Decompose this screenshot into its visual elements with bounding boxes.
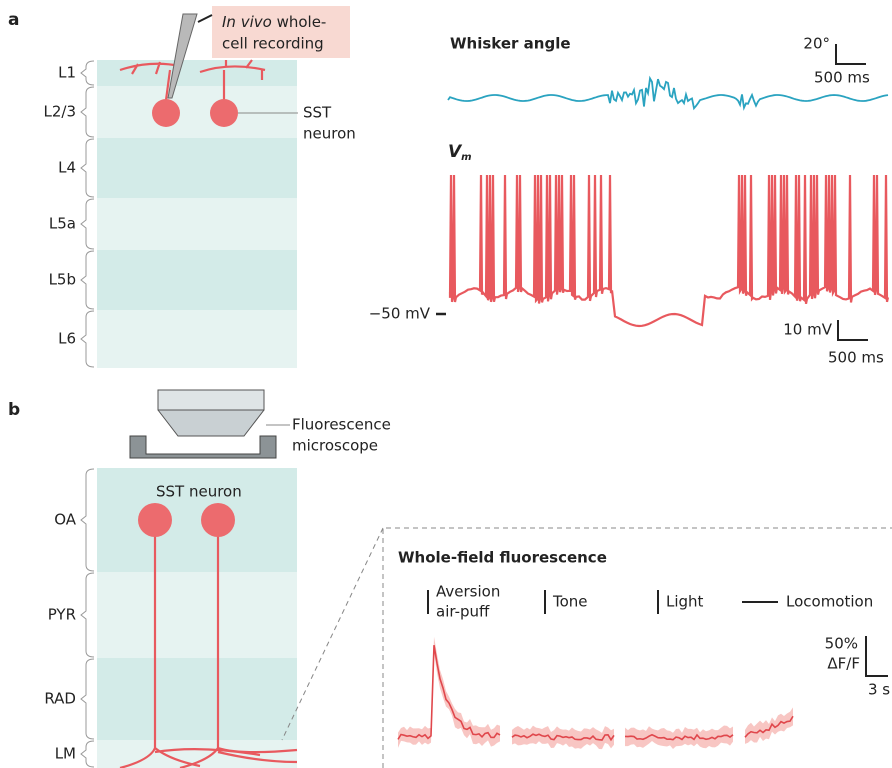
callout-arrow bbox=[198, 15, 212, 22]
layer-brace bbox=[81, 573, 94, 657]
event-legend: Aversion air-puff Tone Light Locomotion bbox=[428, 583, 873, 621]
layer-label: RAD bbox=[44, 690, 76, 708]
event-label: air-puff bbox=[436, 603, 490, 621]
page: {"panel_a": {"label": "a", "recording_la… bbox=[0, 0, 892, 768]
layer-band bbox=[97, 86, 297, 138]
event-label: Aversion bbox=[436, 583, 500, 601]
scale-y: 20° bbox=[803, 35, 830, 53]
mean-trace bbox=[398, 645, 500, 739]
objective-top bbox=[158, 390, 264, 410]
microscope-label: microscope bbox=[292, 437, 378, 455]
scale-y: ΔF/F bbox=[827, 655, 860, 673]
layer-band bbox=[97, 198, 297, 250]
trace-title: Whole-field fluorescence bbox=[398, 549, 607, 567]
panel-label: b bbox=[8, 400, 20, 420]
fluorescence-traces bbox=[398, 637, 793, 749]
scale-bar bbox=[866, 636, 888, 676]
layer-band bbox=[97, 138, 297, 198]
scale-x: 500 ms bbox=[828, 349, 884, 367]
vm-label: Vm bbox=[448, 142, 472, 163]
error-band bbox=[398, 637, 500, 748]
layer-label: L5a bbox=[49, 215, 76, 233]
layer-band bbox=[97, 250, 297, 310]
layer-label: OA bbox=[54, 511, 77, 529]
scale-y: 10 mV bbox=[783, 321, 832, 339]
panel-label: a bbox=[8, 10, 19, 30]
body: L1 L2/3 L4 L5a L5b L6 OA PYR RAD LM a In vivo who… bbox=[0, 0, 892, 768]
layer-label: L2/3 bbox=[44, 103, 77, 121]
layer-brace bbox=[81, 139, 94, 197]
recording-label-line2: cell recording bbox=[222, 35, 324, 53]
event-label: Light bbox=[666, 593, 704, 611]
scale-y: 50% bbox=[825, 635, 858, 653]
neuron-label: neuron bbox=[303, 125, 356, 143]
stage bbox=[130, 436, 276, 458]
layer-brace bbox=[81, 199, 94, 249]
microscope-label: Fluorescence bbox=[292, 416, 391, 434]
layer-band bbox=[97, 310, 297, 368]
layer-brace bbox=[81, 61, 94, 85]
neuron-soma bbox=[210, 99, 238, 127]
neuron-soma bbox=[138, 503, 172, 537]
scale-x: 3 s bbox=[868, 681, 890, 699]
layer-label: L4 bbox=[58, 159, 76, 177]
scale-bar bbox=[836, 44, 866, 64]
layer-brace bbox=[81, 87, 94, 137]
layer-brace bbox=[81, 311, 94, 367]
layer-label: L5b bbox=[49, 271, 76, 289]
layer-band bbox=[97, 740, 297, 768]
trace-title: Whisker angle bbox=[450, 35, 571, 53]
vm-subscript: m bbox=[461, 152, 471, 163]
recording-rest: whole- bbox=[272, 13, 327, 31]
layer-brace bbox=[81, 741, 94, 767]
scale-x: 500 ms bbox=[814, 69, 870, 87]
layer-brace bbox=[81, 469, 94, 571]
vm-trace bbox=[450, 175, 888, 326]
layer-band bbox=[97, 572, 297, 658]
event-label: Tone bbox=[552, 593, 588, 611]
layer-band bbox=[97, 658, 297, 740]
neuron-label: SST bbox=[303, 104, 332, 122]
recording-label: In vivo whole- bbox=[222, 13, 326, 31]
layer-band bbox=[97, 60, 297, 86]
neuron-soma bbox=[201, 503, 235, 537]
neuron-label: SST neuron bbox=[156, 483, 242, 501]
figure: L1 L2/3 L4 L5a L5b L6 OA PYR RAD LM a In vivo who… bbox=[0, 0, 892, 768]
neuron-soma bbox=[152, 99, 180, 127]
layer-label: PYR bbox=[48, 606, 76, 624]
recording-italic: In vivo bbox=[222, 13, 272, 31]
layer-brace bbox=[81, 251, 94, 309]
scale-bar bbox=[838, 320, 868, 340]
error-band bbox=[745, 707, 793, 743]
layer-label: L1 bbox=[58, 64, 76, 82]
layer-label: LM bbox=[55, 745, 76, 763]
layer-label: L6 bbox=[58, 330, 76, 348]
event-label: Locomotion bbox=[786, 593, 873, 611]
layer-brace bbox=[81, 659, 94, 739]
baseline-label: −50 mV bbox=[369, 305, 431, 323]
